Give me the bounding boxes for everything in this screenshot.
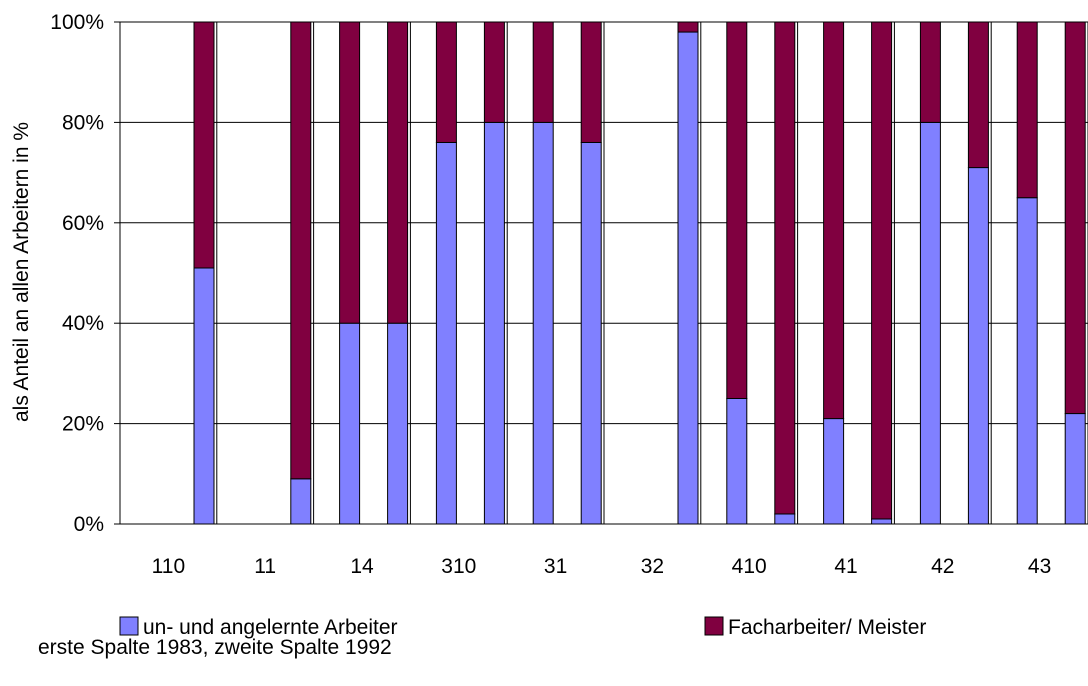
bar-skilled-110-1992 — [193, 21, 215, 269]
bar-unskilled-41-1992 — [871, 518, 893, 525]
legend-swatch-skilled — [704, 616, 724, 636]
x-tick-label: 41 — [834, 555, 857, 578]
bar-unskilled-42-1983 — [919, 121, 941, 525]
bar-skilled-41-1983 — [823, 21, 845, 420]
y-axis-label: als Anteil an allen Arbeitern in % — [10, 122, 33, 422]
bar-unskilled-31-1992 — [580, 141, 602, 525]
x-tick-label: 42 — [931, 555, 954, 578]
gridlines — [119, 21, 1088, 525]
bar-skilled-43-1983 — [1016, 21, 1038, 199]
y-tick-label: 100% — [50, 11, 104, 34]
y-tick-label: 80% — [62, 111, 104, 134]
chart-footnote: erste Spalte 1983, zweite Spalte 1992 — [38, 636, 392, 659]
bar-skilled-410-1983 — [726, 21, 748, 399]
bar-unskilled-42-1992 — [967, 167, 989, 525]
y-tick-label: 60% — [62, 212, 104, 235]
bar-unskilled-14-1992 — [387, 322, 409, 525]
bar-unskilled-310-1983 — [435, 141, 457, 525]
bar-skilled-42-1983 — [919, 21, 941, 123]
bars — [193, 21, 1086, 525]
legend-label-unskilled: un- und angelernte Arbeiter — [143, 616, 398, 639]
bar-unskilled-31-1983 — [532, 121, 554, 525]
x-tick-label: 11 — [254, 555, 276, 578]
bar-skilled-14-1983 — [339, 21, 361, 324]
x-tick-label: 43 — [1028, 555, 1051, 578]
y-tick-label: 0% — [74, 513, 104, 536]
legend-swatch-unskilled — [119, 616, 139, 636]
bar-skilled-41-1992 — [871, 21, 893, 520]
legend-label-skilled: Facharbeiter/ Meister — [728, 616, 926, 639]
bar-unskilled-43-1992 — [1064, 413, 1086, 525]
bar-skilled-43-1992 — [1064, 21, 1086, 415]
bar-unskilled-11-1992 — [290, 478, 312, 525]
bar-skilled-31-1992 — [580, 21, 602, 143]
x-tick-label: 110 — [152, 555, 185, 578]
bar-unskilled-110-1992 — [193, 267, 215, 525]
bar-skilled-31-1983 — [532, 21, 554, 123]
legend: un- und angelernte Arbeiter Facharbeiter… — [119, 616, 926, 639]
y-tick-label: 40% — [62, 312, 104, 335]
bar-skilled-32-1992 — [677, 21, 699, 33]
bar-unskilled-41-1983 — [823, 418, 845, 525]
y-tick-label: 20% — [62, 413, 104, 436]
bar-unskilled-43-1983 — [1016, 197, 1038, 525]
bar-skilled-310-1992 — [483, 21, 505, 123]
bar-skilled-11-1992 — [290, 21, 312, 480]
bar-skilled-14-1992 — [387, 21, 409, 324]
bar-skilled-310-1983 — [435, 21, 457, 143]
x-tick-label: 31 — [544, 555, 567, 578]
x-tick-label: 14 — [350, 555, 374, 578]
axes: 0% 20% 40% 60% 80% 100% 110 11 14 310 31 32 410 41 42 4… — [50, 11, 1088, 578]
bar-unskilled-410-1983 — [726, 398, 748, 525]
bar-unskilled-32-1992 — [677, 31, 699, 525]
bar-skilled-42-1992 — [967, 21, 989, 169]
x-tick-label: 310 — [441, 555, 476, 578]
bar-unskilled-410-1992 — [774, 513, 796, 525]
bar-unskilled-14-1983 — [339, 322, 361, 525]
bar-skilled-410-1992 — [774, 21, 796, 515]
x-tick-label: 410 — [732, 555, 767, 578]
bar-unskilled-310-1992 — [483, 121, 505, 525]
x-tick-label: 32 — [641, 555, 664, 578]
